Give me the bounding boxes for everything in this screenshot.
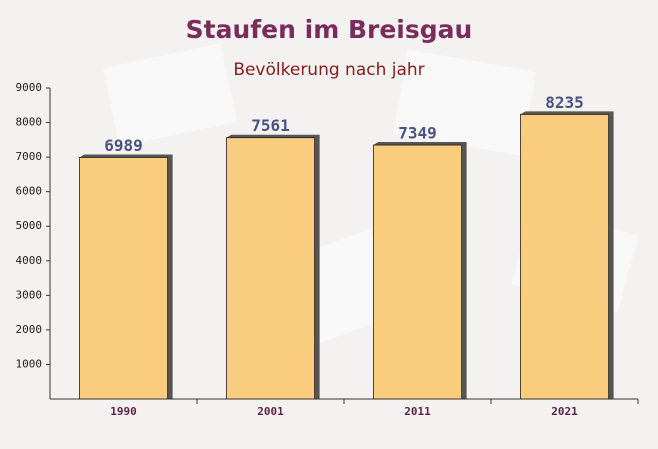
x-tick-label: 2001 [257,405,284,418]
y-tick-label: 3000 [16,288,43,301]
bar [225,137,315,400]
y-tick-label: 4000 [16,254,43,267]
bar [79,157,168,400]
x-tick-label: 1990 [110,405,137,418]
chart-subtitle: Bevölkerung nach jahr [233,60,424,80]
y-tick-label: 6000 [16,185,43,198]
y-tick-label: 8000 [16,116,43,129]
y-tick-label: 1000 [16,357,43,370]
bar [372,144,462,400]
bar [520,114,610,400]
value-label: 8235 [545,93,584,112]
chart-title: Staufen im Breisgau [186,15,473,44]
value-label: 7349 [398,124,437,143]
value-label: 6989 [104,136,143,155]
y-tick-label: 9000 [16,81,43,94]
y-tick-label: 2000 [16,323,43,336]
x-tick-label: 2011 [404,405,431,418]
x-tick-label: 2021 [551,405,578,418]
y-tick-label: 7000 [16,150,43,163]
y-tick-label: 5000 [16,219,43,232]
value-label: 7561 [251,116,290,135]
